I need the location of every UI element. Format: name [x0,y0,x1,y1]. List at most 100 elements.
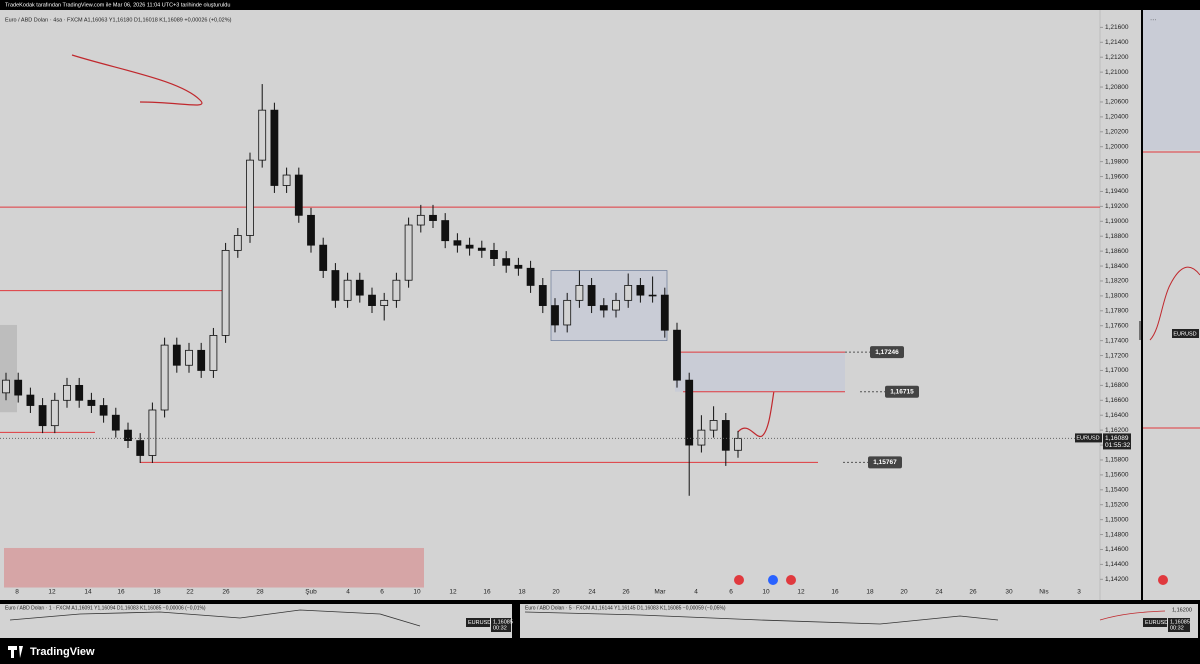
y-tick-label: 1,18800 [1105,233,1129,240]
candle-body [2,379,10,394]
panel-price: 1,16085 [493,619,513,625]
y-tick-label: 1,20200 [1105,129,1129,136]
x-tick-label: 6 [380,589,384,596]
price-label-box [870,346,904,359]
last-price-box [1103,433,1131,450]
x-tick-label: 20 [552,589,560,596]
y-tick-label: 1,19200 [1105,203,1129,210]
panel-legend: Euro / ABD Doları · 5 · FXCM A1,16144 Y1… [525,605,726,611]
y-tick-label: 1,19400 [1105,188,1129,195]
candle-body [587,285,596,306]
forecast-path [737,384,776,438]
candle-body [502,258,511,266]
panel-price-box [491,618,511,632]
x-tick-label: 26 [222,589,230,596]
candle-body [26,394,35,406]
x-tick-label: 10 [413,589,421,596]
candle-body [514,264,523,269]
y-tick-label: 1,15800 [1105,457,1129,464]
candle-body [185,349,193,366]
y-tick-label: 1,17600 [1105,322,1129,329]
candle-body [197,349,206,371]
panel-3-trace [1099,610,1166,621]
side-zone [1143,10,1200,150]
x-tick-label: 14 [84,589,92,596]
panel-symbol-box [466,618,490,627]
event-icon [734,575,744,585]
x-tick-label: 28 [256,589,264,596]
footer-logo [8,646,23,658]
y-tick-label: 1,21400 [1105,39,1129,46]
price-label: 1,17246 [875,349,899,356]
candle-body [307,214,315,246]
panel-price: 1,16085 [1170,619,1190,625]
x-tick-label: 8 [15,589,19,596]
y-tick-label: 1,18400 [1105,263,1129,270]
x-tick-label: 16 [831,589,839,596]
panel-1-trace [9,609,421,627]
y-tick-label: 1,16400 [1105,412,1129,419]
y-tick-label: 1,16800 [1105,382,1129,389]
candle-body [636,285,645,296]
x-tick-label: Şub [305,589,317,596]
candle-body [294,174,303,216]
candle-body [124,429,132,441]
candle-body [404,224,413,281]
y-tick-label: 1,21600 [1105,24,1129,31]
y-tick-label: 1,19000 [1105,218,1129,225]
candle-body [14,379,23,396]
x-tick-label: 26 [622,589,630,596]
y-tick-label: 1,17800 [1105,308,1129,315]
candle-body [258,109,267,161]
candle-body [673,329,681,381]
x-tick-label: Mar [654,589,666,596]
price-label-box [868,456,902,469]
y-tick-label: 1,19600 [1105,173,1129,180]
candle-body [75,384,84,401]
y-tick-label: 1,21200 [1105,54,1129,61]
x-tick-label: 24 [588,589,596,596]
candle-body [38,405,47,427]
candle-body [368,294,376,306]
candle-body [87,399,96,406]
candle-body [331,270,340,301]
candle-body [343,279,352,301]
y-tick-label: 1,14800 [1105,531,1129,538]
y-tick-label: 1,17000 [1105,367,1129,374]
candle-body [209,335,218,371]
candle-body [575,285,584,301]
candle-body [246,159,254,236]
symbol-box [1075,433,1102,443]
candle-body [453,240,462,246]
y-tick-label: 1,15200 [1105,501,1129,508]
y-tick-label: 1,15400 [1105,487,1129,494]
x-tick-label: 12 [449,589,457,596]
y-tick-label: 1,20000 [1105,143,1129,150]
zone [675,352,845,392]
y-tick-label: 1,15600 [1105,472,1129,479]
x-tick-label: 18 [866,589,874,596]
panel-2-trace [524,611,999,625]
candle-body [538,285,547,306]
candle-body [490,249,498,259]
y-tick-label: 1,17400 [1105,337,1129,344]
y-tick-label: 1,18000 [1105,293,1129,300]
side-forecast [1149,266,1200,341]
price-label: 1,15767 [873,459,897,466]
y-tick-label: 1,18200 [1105,278,1129,285]
candle-body [416,214,425,226]
y-tick-label: 1,14600 [1105,546,1129,553]
footer-brand: TradingView [30,646,95,658]
x-tick-label: 4 [346,589,350,596]
panel-2 [520,604,1198,638]
candle-body [648,294,657,297]
candle-body [355,279,364,296]
side-symbol-box [1172,329,1199,338]
candle-body [477,247,486,251]
y-tick-label: 1,16200 [1105,427,1129,434]
y-tick-label: 1,21000 [1105,69,1129,76]
candle-body [221,249,230,336]
panel-price-box [1168,618,1190,632]
